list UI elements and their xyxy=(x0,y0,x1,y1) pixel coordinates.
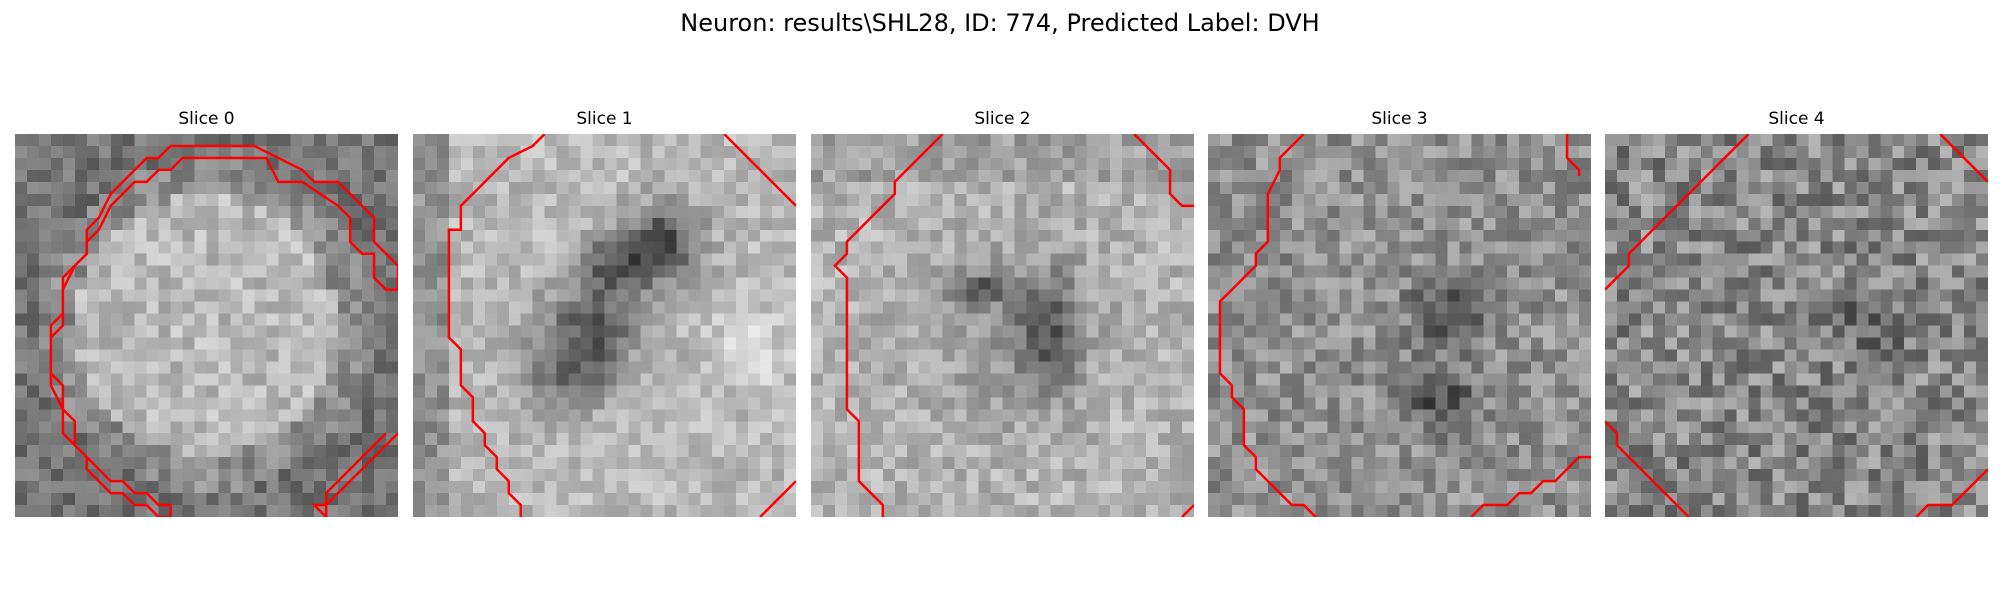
slice-1-title: Slice 1 xyxy=(576,109,633,129)
figure-title: Neuron: results\SHL28, ID: 774, Predicte… xyxy=(680,9,1320,37)
slice-2-image xyxy=(811,134,1194,517)
slice-3-image xyxy=(1208,134,1591,517)
slice-0-image xyxy=(15,134,398,517)
slice-1-image xyxy=(413,134,796,517)
slice-4-image xyxy=(1605,134,1988,517)
slice-2-title: Slice 2 xyxy=(974,109,1031,129)
slice-3-title: Slice 3 xyxy=(1371,109,1428,129)
slice-0-title: Slice 0 xyxy=(178,109,235,129)
slice-4-title: Slice 4 xyxy=(1768,109,1825,129)
